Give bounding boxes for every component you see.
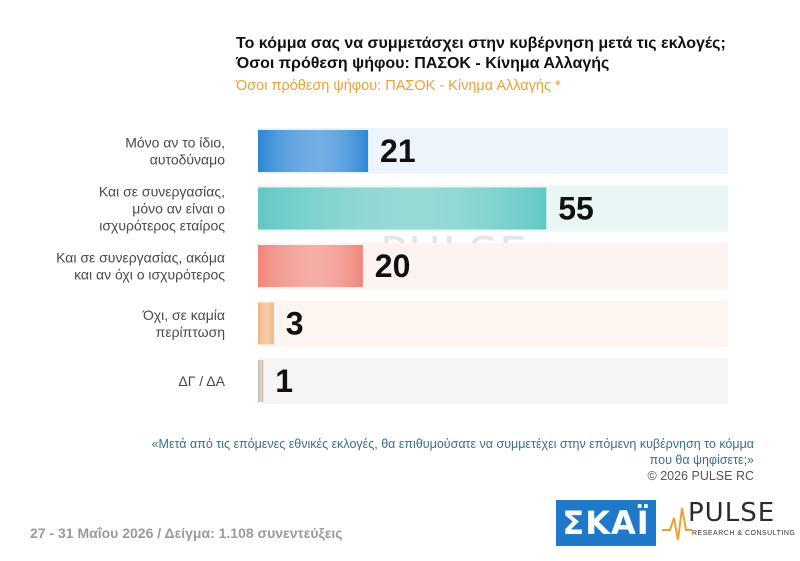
sample-info: 27 - 31 Μαΐου 2026 / Δείγμα: 1.108 συνεν… (30, 525, 343, 541)
data-label: 21 (380, 133, 416, 169)
data-label: 3 (286, 306, 304, 342)
chart-title-line-1: Το κόμμα σας να συμμετάσχει στην κυβέρνη… (236, 35, 726, 52)
chart-subtitle: Όσοι πρόθεση ψήφου: ΠΑΣΟΚ - Κίνημα Αλλαγ… (236, 78, 561, 94)
chart-header: Το κόμμα σας να συμμετάσχει στην κυβέρνη… (236, 34, 776, 96)
chart-title-line-2: Όσοι πρόθεση ψήφου: ΠΑΣΟΚ - Κίνημα Αλλαγ… (236, 55, 610, 72)
bars-layer: 21 Μόνο αν το ίδιο, αυτοδύναμο 55 Και σε συν… (56, 128, 728, 404)
footnote: «Μετά από τις επόμενες εθνικές εκλογές, … (134, 436, 754, 484)
question-note: «Μετά από τις επόμενες εθνικές εκλογές, … (151, 437, 754, 467)
bar-chart: 21 Μόνο αν το ίδιο, αυτοδύναμο 55 Και σε συν… (56, 128, 728, 404)
bar-gloss (258, 130, 369, 172)
data-label: 20 (375, 248, 411, 284)
pulse-logo-word: PULSE (688, 498, 776, 528)
bar-gloss (258, 302, 274, 345)
pulse-wave-icon (662, 507, 692, 541)
data-label: 55 (558, 191, 594, 227)
bar-gloss (258, 360, 264, 402)
data-label: 1 (275, 363, 293, 399)
bar-track (258, 358, 728, 404)
category-label: Και σε συνεργασίας, μόνο αν είναι ο ισχυρό… (99, 184, 225, 234)
pulse-logo-subtitle: RESEARCH & CONSULTING (692, 530, 796, 537)
bar-track (258, 300, 728, 347)
category-label: Όχι, σε καμία περίπτωση (142, 307, 225, 340)
skai-logo: ΣΚΑΪ (556, 500, 656, 546)
copyright-note: © 2026 PULSE RC (647, 469, 754, 483)
bar-gloss (258, 187, 547, 230)
pulse-rc-logo: PULSE RESEARCH & CONSULTING (662, 498, 795, 548)
category-label: Μόνο αν το ίδιο, αυτοδύναμο (125, 135, 225, 168)
bar-gloss (258, 245, 363, 287)
category-label: Και σε συνεργασίας, ακόμα και αν όχι ο ισ… (56, 250, 225, 283)
category-label: ΔΓ / ΔΑ (178, 373, 225, 389)
